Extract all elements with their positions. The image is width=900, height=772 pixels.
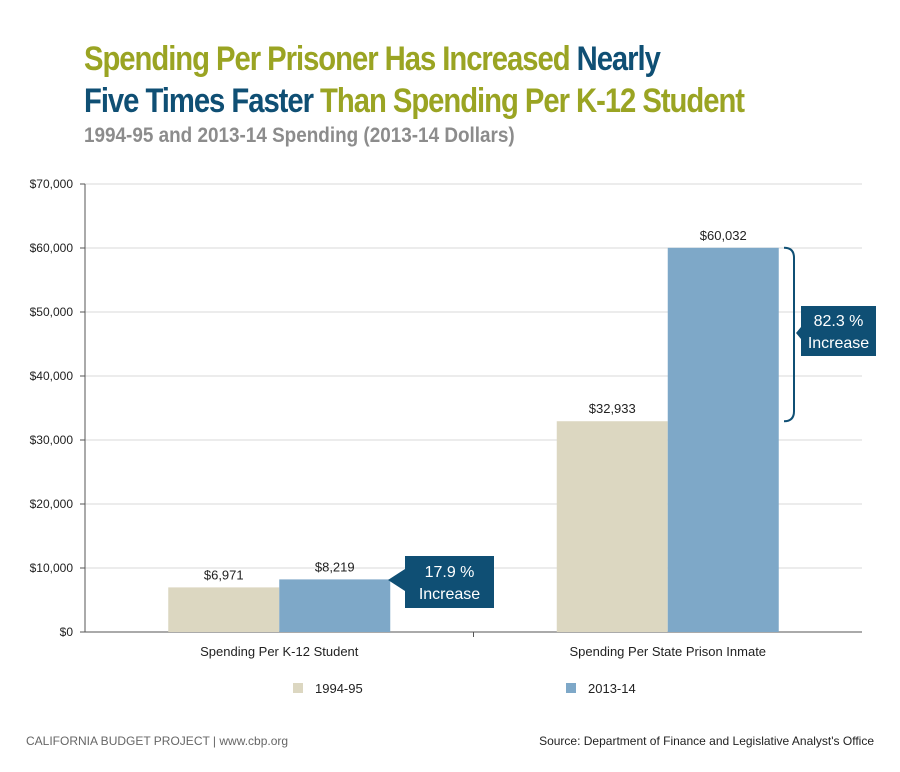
x-tick-label: Spending Per K-12 Student [200, 644, 359, 659]
increase-bracket [783, 246, 795, 423]
callout-percent: 82.3 % [814, 313, 864, 330]
title-line-2-blue: Five Times Faster [84, 82, 314, 120]
y-tick-label: $60,000 [30, 241, 74, 255]
y-tick-label: $30,000 [30, 433, 74, 447]
legend-label: 2013-14 [588, 681, 636, 696]
footer-credit: CALIFORNIA BUDGET PROJECT | www.cbp.org [26, 734, 289, 748]
y-tick-label: $20,000 [30, 497, 74, 511]
y-tick-label: $50,000 [30, 305, 74, 319]
chart-subtitle: 1994-95 and 2013-14 Spending (2013-14 Do… [84, 124, 515, 147]
title-line-1-blue: Nearly [576, 40, 661, 78]
chart-title: Spending Per Prisoner Has Increased Near… [84, 38, 745, 122]
y-tick-label: $40,000 [30, 369, 74, 383]
bar-1994-95 [168, 587, 280, 632]
data-label: $6,971 [204, 567, 244, 582]
data-label: $8,219 [315, 559, 355, 574]
data-label: $32,933 [589, 401, 636, 416]
title-line-1: Spending Per Prisoner Has Increased Near… [84, 38, 744, 80]
callout-label: Increase [419, 586, 480, 603]
bar-2013-14 [279, 579, 391, 632]
y-tick-label: $70,000 [30, 177, 74, 191]
legend-label: 1994-95 [315, 681, 363, 696]
title-line-2-green: Than Spending Per K-12 Student [320, 82, 745, 120]
title-line-2: Five Times Faster Than Spending Per K-12… [84, 80, 745, 122]
legend-swatch-2013-14 [566, 683, 576, 693]
legend-swatch-1994-95 [293, 683, 303, 693]
bar-1994-95 [556, 421, 668, 632]
title-line-1-green: Spending Per Prisoner Has Increased [84, 40, 571, 78]
y-tick-label: $0 [60, 625, 74, 639]
y-tick-label: $10,000 [30, 561, 74, 575]
x-tick-label: Spending Per State Prison Inmate [569, 644, 766, 659]
data-label: $60,032 [700, 228, 747, 243]
callout-box-prison [796, 306, 876, 356]
callout-box-k12 [388, 556, 494, 608]
footer-source: Source: Department of Finance and Legisl… [539, 734, 874, 748]
callout-label: Increase [808, 335, 869, 352]
callout-percent: 17.9 % [425, 564, 475, 581]
bar-2013-14 [667, 247, 779, 632]
